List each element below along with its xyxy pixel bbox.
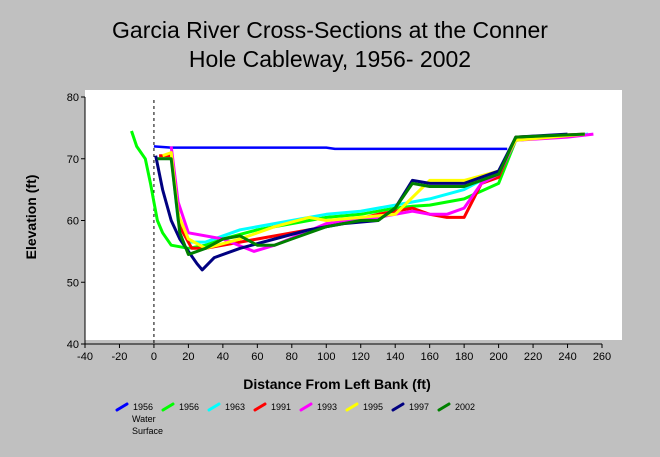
series-line-1 [153,145,508,151]
x-tick-label: 120 [352,351,370,363]
y-tick-label: 70 [67,154,79,166]
legend-label: Surface [132,426,163,436]
x-tick-label: 180 [455,351,473,363]
x-axis-title: Distance From Left Bank (ft) [243,376,430,392]
legend-label: 1997 [409,402,429,412]
chart-title-line-2: Hole Cableway, 1956- 2002 [188,46,472,72]
legend-label: 1956 [179,402,199,412]
x-tick-label: 80 [286,351,298,363]
x-tick-label: 60 [251,351,263,363]
x-tick-label: 260 [593,351,611,363]
legend-swatch [207,402,221,412]
legend-swatch [299,402,313,412]
chart-title-line-1: Garcia River Cross-Sections at the Conne… [112,17,548,43]
x-tick-label: -40 [77,351,93,363]
x-tick-label: 240 [558,351,576,363]
legend: 1956 Water Surface 1956 1963 1991 1993 1995 1997… [115,402,475,436]
y-tick-label: 50 [67,277,79,289]
legend-label: 1991 [271,402,291,412]
x-tick-label: 100 [317,351,335,363]
x-tick-label: -20 [112,351,128,363]
x-tick-label: 140 [386,351,404,363]
x-tick-label: 0 [151,351,157,363]
series-line-7 [154,132,568,272]
chart-title: Garcia River Cross-Sections at the Conne… [0,16,660,74]
legend-label: 1995 [363,402,383,412]
legend-swatch [437,402,451,412]
legend-swatch [345,402,359,412]
legend-label: 1963 [225,402,245,412]
x-tick-label: 220 [524,351,542,363]
legend-label: 1956 [133,402,153,412]
x-tick-label: 40 [217,351,229,363]
x-tick-label: 200 [489,351,507,363]
legend-label: Water [132,414,156,424]
x-tick-label: 160 [420,351,438,363]
x-tick-label: 20 [182,351,194,363]
y-tick-label: 60 [67,216,79,228]
legend-label: 1993 [317,402,337,412]
legend-swatch [253,402,267,412]
y-axis-title: Elevation (ft) [23,175,39,260]
legend-label: 2002 [455,402,475,412]
y-tick-label: 40 [67,339,79,351]
legend-swatch [115,402,129,412]
series-line-8 [157,132,585,256]
legend-swatch [391,402,405,412]
legend-swatch [161,402,175,412]
y-tick-label: 80 [67,92,79,104]
